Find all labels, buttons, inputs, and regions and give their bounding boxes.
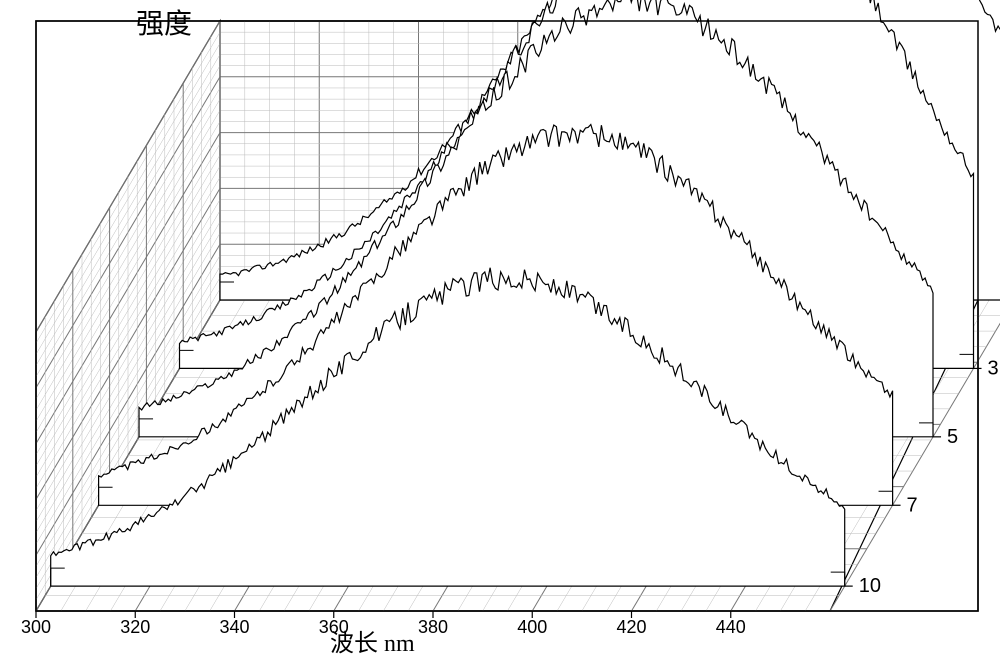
- y-axis-label: 强度: [136, 2, 192, 42]
- chart-svg: 300320340360380400420440135710: [0, 0, 1000, 657]
- x-tick-label: 320: [120, 617, 150, 637]
- z-tick-label: 3: [988, 357, 999, 379]
- x-tick-label: 340: [219, 617, 249, 637]
- x-tick-label: 380: [418, 617, 448, 637]
- z-tick-label: 10: [859, 575, 881, 597]
- x-tick-label: 440: [716, 617, 746, 637]
- x-tick-label: 420: [616, 617, 646, 637]
- x-tick-label: 400: [517, 617, 547, 637]
- chart-container: 300320340360380400420440135710 强度 波长 nm: [0, 0, 1000, 657]
- z-tick-label: 7: [907, 494, 918, 516]
- x-axis-label: 波长 nm: [330, 623, 415, 657]
- z-tick-label: 5: [947, 426, 958, 448]
- spectra: [51, 0, 1000, 586]
- x-tick-label: 300: [21, 617, 51, 637]
